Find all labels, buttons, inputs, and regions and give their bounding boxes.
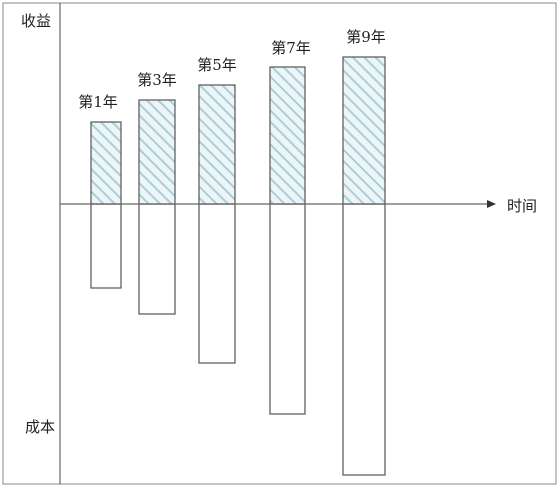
bar-label: 第1年 xyxy=(78,93,118,111)
bar-label: 第9年 xyxy=(346,28,386,46)
bar-label: 第7年 xyxy=(271,39,311,57)
revenue-bar xyxy=(269,66,306,205)
cost-bar xyxy=(269,203,306,415)
revenue-bar xyxy=(138,99,176,205)
x-axis-label: 时间 xyxy=(507,197,537,215)
y-bottom-label: 成本 xyxy=(25,418,55,436)
cost-bar xyxy=(90,203,122,289)
revenue-bar xyxy=(342,56,386,205)
cost-bar xyxy=(138,203,176,315)
y-top-label: 收益 xyxy=(21,12,51,30)
revenue-bar xyxy=(90,121,122,205)
x-axis-arrow xyxy=(487,200,496,208)
cost-bar xyxy=(342,203,386,476)
revenue-bar xyxy=(198,84,236,205)
bars xyxy=(90,56,386,476)
bar-label: 第3年 xyxy=(137,71,177,89)
bar-label: 第5年 xyxy=(197,56,237,74)
cost-bar xyxy=(198,203,236,364)
